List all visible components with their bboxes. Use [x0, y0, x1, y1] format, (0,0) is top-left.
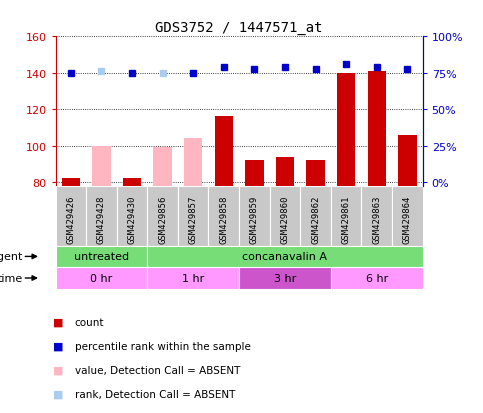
Bar [154, 148, 172, 186]
Bar [239, 268, 331, 289]
Bar [300, 186, 331, 246]
Text: concanavalin A: concanavalin A [242, 252, 327, 262]
Text: ■: ■ [53, 389, 63, 399]
Bar [184, 139, 202, 186]
Text: GSM429426: GSM429426 [66, 195, 75, 244]
Text: GSM429864: GSM429864 [403, 195, 412, 244]
Bar [117, 186, 147, 246]
Bar [123, 179, 141, 186]
Text: 1 hr: 1 hr [182, 273, 204, 283]
Bar [86, 186, 117, 246]
Text: GSM429861: GSM429861 [341, 195, 351, 244]
Text: untreated: untreated [74, 252, 129, 262]
Bar [56, 246, 147, 268]
Text: GSM429858: GSM429858 [219, 195, 228, 244]
Text: GSM429857: GSM429857 [189, 195, 198, 244]
Text: GSM429859: GSM429859 [250, 195, 259, 244]
Text: GSM429430: GSM429430 [128, 195, 137, 244]
Bar [56, 186, 86, 246]
Bar [276, 157, 294, 186]
Text: value, Detection Call = ABSENT: value, Detection Call = ABSENT [75, 365, 240, 375]
Bar [147, 268, 239, 289]
Bar [56, 268, 147, 289]
Bar [245, 161, 264, 186]
Bar [361, 186, 392, 246]
Text: GSM429860: GSM429860 [281, 195, 289, 244]
Bar [392, 186, 423, 246]
Bar [147, 246, 423, 268]
Text: time: time [0, 273, 23, 283]
Bar [92, 146, 111, 186]
Bar [337, 74, 355, 186]
Text: percentile rank within the sample: percentile rank within the sample [75, 341, 251, 351]
Bar [368, 72, 386, 186]
Text: ■: ■ [53, 365, 63, 375]
Text: 0 hr: 0 hr [90, 273, 113, 283]
Bar [270, 186, 300, 246]
Title: GDS3752 / 1447571_at: GDS3752 / 1447571_at [156, 21, 323, 35]
Bar [214, 117, 233, 186]
Text: GSM429862: GSM429862 [311, 195, 320, 244]
Bar [209, 186, 239, 246]
Bar [62, 179, 80, 186]
Bar [178, 186, 209, 246]
Text: rank, Detection Call = ABSENT: rank, Detection Call = ABSENT [75, 389, 235, 399]
Bar [398, 135, 416, 186]
Bar [147, 186, 178, 246]
Text: 3 hr: 3 hr [274, 273, 296, 283]
Text: count: count [75, 317, 104, 327]
Text: GSM429863: GSM429863 [372, 195, 381, 244]
Text: GSM429428: GSM429428 [97, 195, 106, 244]
Bar [331, 186, 361, 246]
Text: GSM429856: GSM429856 [158, 195, 167, 244]
Text: ■: ■ [53, 341, 63, 351]
Bar [239, 186, 270, 246]
Bar [306, 161, 325, 186]
Text: agent: agent [0, 252, 23, 262]
Text: 6 hr: 6 hr [366, 273, 388, 283]
Bar [331, 268, 423, 289]
Text: ■: ■ [53, 317, 63, 327]
